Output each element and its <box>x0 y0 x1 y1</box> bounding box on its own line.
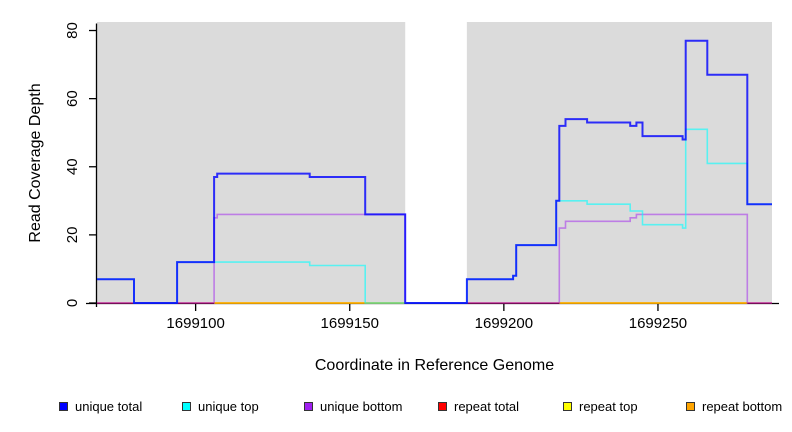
x-tick-label: 1699100 <box>166 315 224 332</box>
x-tick-label: 1699250 <box>629 315 687 332</box>
x-tick-label: 1699150 <box>321 315 379 332</box>
series-unique-bottom <box>97 213 772 304</box>
background-band <box>97 22 406 303</box>
y-tick-label: 40 <box>64 158 81 175</box>
x-tick-label: 1699200 <box>475 315 533 332</box>
y-tick-label: 80 <box>64 22 81 39</box>
background-band <box>466 22 772 303</box>
series-unique-total <box>97 39 772 304</box>
y-tick-label: 0 <box>64 299 81 307</box>
y-axis-title: Read Coverage Depth <box>27 83 44 243</box>
y-tick-label: 20 <box>64 227 81 244</box>
y-tick-label: 60 <box>64 90 81 107</box>
x-axis-title: Coordinate in Reference Genome <box>314 357 555 374</box>
